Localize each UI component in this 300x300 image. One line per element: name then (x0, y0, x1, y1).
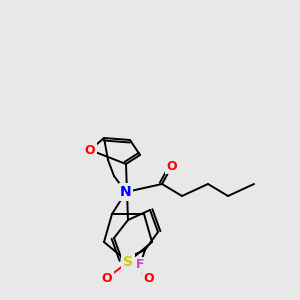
Text: O: O (144, 272, 154, 284)
Text: S: S (123, 255, 133, 269)
Text: O: O (167, 160, 177, 172)
Text: O: O (85, 143, 95, 157)
Text: N: N (120, 185, 132, 199)
Text: O: O (102, 272, 112, 284)
Text: F: F (136, 259, 144, 272)
